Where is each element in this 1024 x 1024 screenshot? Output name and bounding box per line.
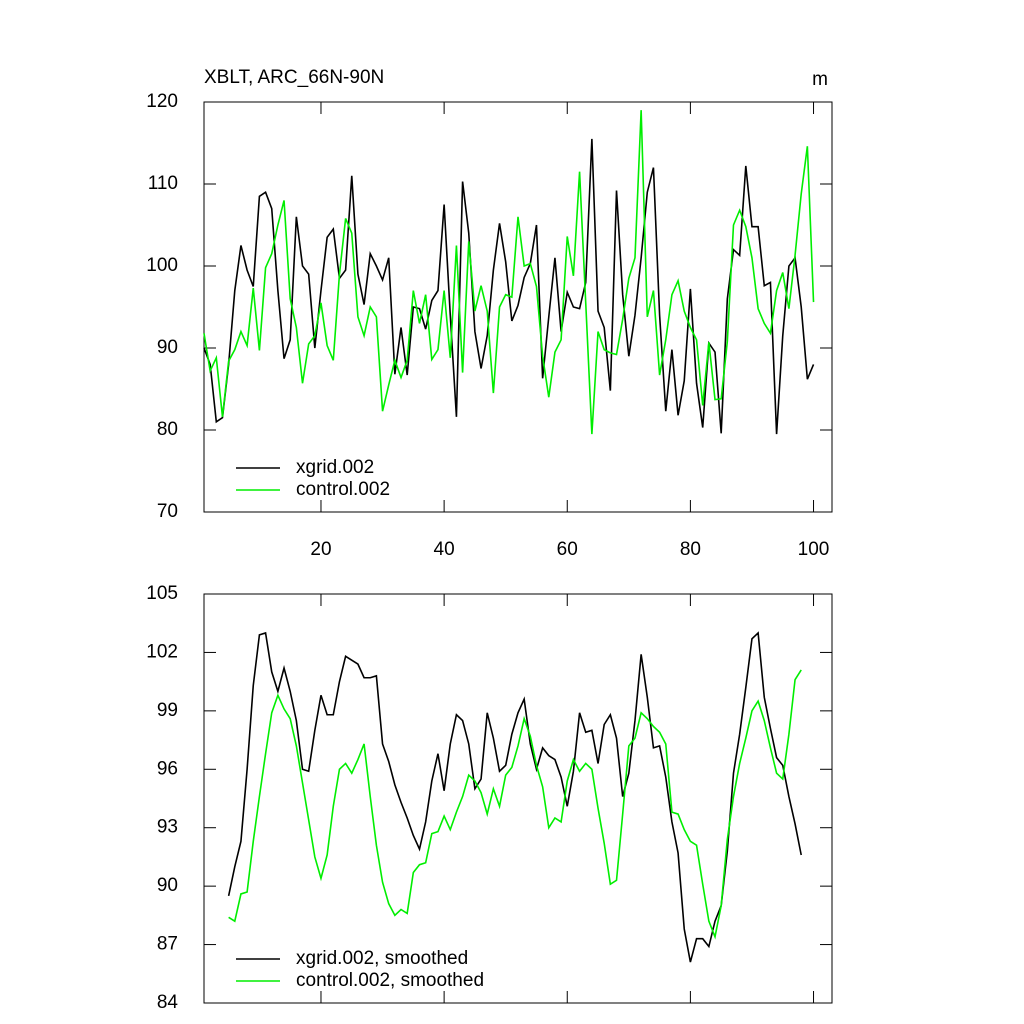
y-tick-label: 84 (157, 992, 179, 1013)
x-tick-label: 80 (680, 539, 701, 560)
legend-label: control.002 (296, 479, 390, 500)
x-tick-label: 40 (434, 539, 455, 560)
chart-title: XBLT, ARC_66N-90N (204, 67, 384, 88)
y-tick-label: 90 (157, 337, 178, 358)
y-tick-label: 90 (157, 875, 178, 896)
legend-label: xgrid.002, smoothed (296, 948, 468, 969)
legend-label: xgrid.002 (296, 457, 374, 478)
plot-frame (203, 101, 833, 513)
series-line (203, 138, 815, 435)
series-line (227, 631, 803, 963)
y-tick-label: 110 (148, 173, 178, 194)
y-tick-label: 99 (157, 700, 178, 721)
units-label: m (812, 69, 828, 90)
y-tick-label: 120 (146, 91, 178, 112)
y-tick-label: 93 (157, 817, 178, 838)
chart: XBLT, ARC_66N-90N m 70 80 90 100 110 120 20 40 60 8… (146, 67, 833, 560)
y-tick-label: 87 (157, 934, 178, 955)
plot-frame (203, 593, 833, 1004)
chart: 84 87 90 93 96 99 102 105 xgrid.002, smoothedcon… (146, 583, 833, 1013)
x-tick-label: 100 (798, 539, 830, 560)
x-tick-label: 20 (310, 539, 331, 560)
y-tick-label: 96 (157, 758, 178, 779)
y-tick-label: 105 (146, 583, 178, 604)
series-line (203, 110, 815, 435)
y-tick-label: 80 (157, 419, 178, 440)
x-tick-label: 60 (557, 539, 578, 560)
y-tick-label: 70 (157, 501, 178, 522)
legend-label: control.002, smoothed (296, 970, 484, 991)
series-line (228, 669, 802, 940)
y-tick-label: 100 (146, 255, 178, 276)
y-tick-label: 102 (146, 641, 178, 662)
